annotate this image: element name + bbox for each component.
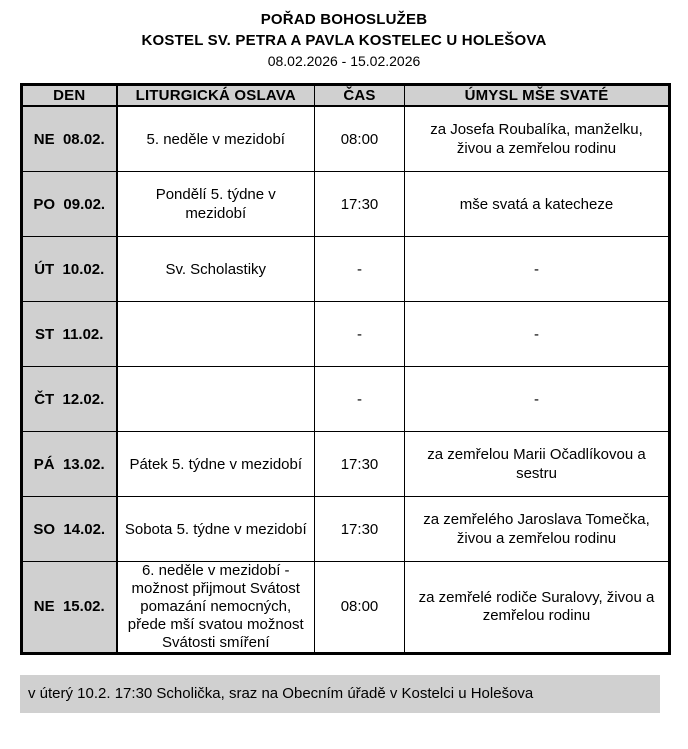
day-cell: ST 11.02. — [21, 301, 118, 367]
document-header: POŘAD BOHOSLUŽEB KOSTEL SV. PETRA A PAVL… — [0, 0, 688, 72]
day-cell: PÁ 13.02. — [21, 431, 118, 497]
liturgy-cell — [116, 301, 315, 367]
intention-cell: za zemřelého Jaroslava Tomečka, živou a … — [404, 496, 670, 562]
page-subtitle: KOSTEL SV. PETRA A PAVLA KOSTELEC U HOLE… — [141, 32, 547, 49]
liturgy-cell: 5. neděle v mezidobí — [116, 105, 315, 172]
table-row: PÁ 13.02. Pátek 5. týdne v mezidobí 17:3… — [21, 431, 670, 497]
time-cell: 08:00 — [314, 561, 405, 654]
day-cell: ČT 12.02. — [21, 366, 118, 432]
table-row: ÚT 10.02. Sv. Scholastiky - - — [21, 236, 670, 302]
date-range: 08.02.2026 - 15.02.2026 — [267, 53, 421, 69]
table-row: NE 15.02. 6. neděle v mezidobí - možnost… — [21, 561, 670, 654]
time-cell: 17:30 — [314, 431, 405, 497]
intention-cell: za Josefa Roubalíka, manželku, živou a z… — [404, 105, 670, 172]
liturgy-cell: 6. neděle v mezidobí - možnost přijmout … — [116, 561, 315, 654]
intention-cell: za zemřelou Marii Očadlíkovou a sestru — [404, 431, 670, 497]
table-row: PO 09.02. Pondělí 5. týdne v mezidobí 17… — [21, 171, 670, 237]
time-cell: 17:30 — [314, 171, 405, 237]
time-cell: 08:00 — [314, 105, 405, 172]
intention-cell: - — [404, 301, 670, 367]
table-row: ČT 12.02. - - — [21, 366, 670, 432]
time-cell: 17:30 — [314, 496, 405, 562]
table-row: SO 14.02. Sobota 5. týdne v mezidobí 17:… — [21, 496, 670, 562]
day-cell: NE 15.02. — [21, 561, 118, 654]
column-header-liturgy: LITURGICKÁ OSLAVA — [116, 84, 315, 107]
schedule-table: DEN LITURGICKÁ OSLAVA ČAS ÚMYSL MŠE SVAT… — [20, 83, 671, 655]
intention-cell: - — [404, 236, 670, 302]
column-header-time: ČAS — [314, 84, 405, 107]
intention-cell: mše svatá a katecheze — [404, 171, 670, 237]
day-cell: ÚT 10.02. — [21, 236, 118, 302]
liturgy-cell: Sobota 5. týdne v mezidobí — [116, 496, 315, 562]
liturgy-cell: Pondělí 5. týdne v mezidobí — [116, 171, 315, 237]
day-cell: PO 09.02. — [21, 171, 118, 237]
table-row: ST 11.02. - - — [21, 301, 670, 367]
footer-note: v úterý 10.2. 17:30 Scholička, sraz na O… — [20, 675, 660, 713]
intention-cell: za zemřelé rodiče Suralovy, živou a zemř… — [404, 561, 670, 654]
day-cell: NE 08.02. — [21, 105, 118, 172]
time-cell: - — [314, 366, 405, 432]
liturgy-cell — [116, 366, 315, 432]
liturgy-cell: Sv. Scholastiky — [116, 236, 315, 302]
table-header-row: DEN LITURGICKÁ OSLAVA ČAS ÚMYSL MŠE SVAT… — [21, 84, 670, 107]
time-cell: - — [314, 301, 405, 367]
intention-cell: - — [404, 366, 670, 432]
table-row: NE 08.02. 5. neděle v mezidobí 08:00 za … — [21, 105, 670, 172]
day-cell: SO 14.02. — [21, 496, 118, 562]
liturgy-cell: Pátek 5. týdne v mezidobí — [116, 431, 315, 497]
column-header-day: DEN — [21, 84, 118, 107]
column-header-intention: ÚMYSL MŠE SVATÉ — [404, 84, 670, 107]
page-title: POŘAD BOHOSLUŽEB — [260, 11, 428, 28]
time-cell: - — [314, 236, 405, 302]
